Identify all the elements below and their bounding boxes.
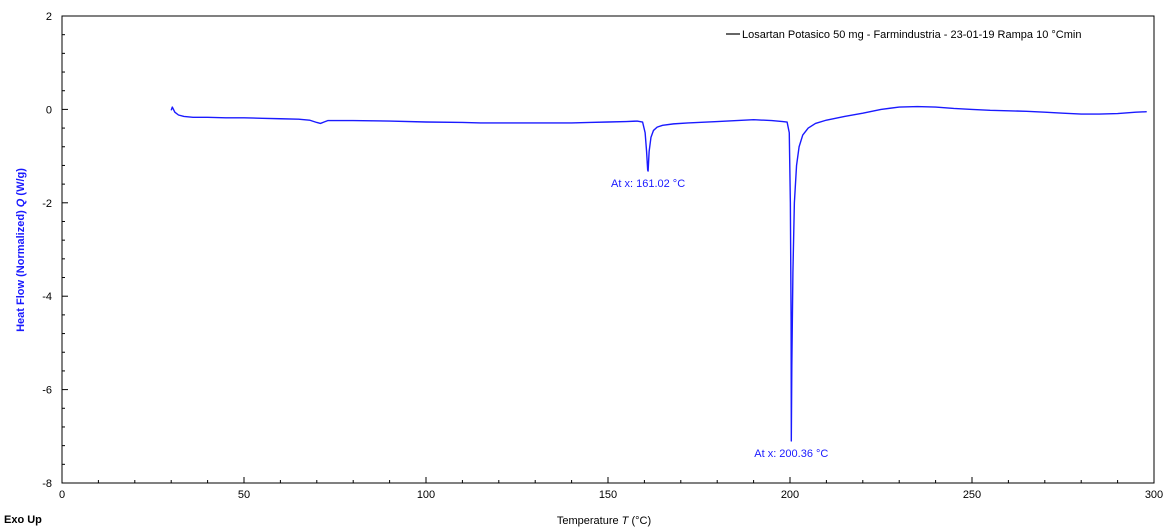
x-tick-label: 300 <box>1145 489 1163 501</box>
y-axis-label: Heat Flow (Normalized) Q (W/g) <box>15 168 27 332</box>
x-tick-label: 150 <box>599 489 617 501</box>
x-tick-label: 250 <box>963 489 981 501</box>
annotation-layer: At x: 161.02 °C At x: 200.36 °C <box>611 178 828 460</box>
y-tick-label: -8 <box>42 478 52 490</box>
x-tick-label: 0 <box>59 489 65 501</box>
series-line <box>170 105 1147 442</box>
legend-entry-label: Losartan Potasico 50 mg - Farmindustria … <box>742 29 1081 41</box>
peak-annotation-label: At x: 161.02 °C <box>611 178 685 190</box>
peak-annotation-label: At x: 200.36 °C <box>754 448 828 460</box>
x-tick-label: 50 <box>238 489 250 501</box>
plot-area-frame <box>61 15 1155 484</box>
x-axis-ticks: 0 50 100 150 200 250 300 <box>59 477 1163 501</box>
y-tick-label: -2 <box>42 198 52 210</box>
y-tick-label: -6 <box>42 385 52 397</box>
x-tick-label: 100 <box>417 489 435 501</box>
legend: Losartan Potasico 50 mg - Farmindustria … <box>726 29 1081 41</box>
y-axis-ticks: -8 -6 -4 -2 0 2 <box>42 11 68 490</box>
y-tick-label: 0 <box>46 104 52 116</box>
exo-up-label: Exo Up <box>4 514 42 526</box>
y-tick-label: -4 <box>42 291 52 303</box>
x-axis-label: Temperature T (°C) <box>557 515 651 527</box>
y-tick-label: 2 <box>46 11 52 23</box>
x-tick-label: 200 <box>781 489 799 501</box>
series-layer <box>170 105 1147 442</box>
